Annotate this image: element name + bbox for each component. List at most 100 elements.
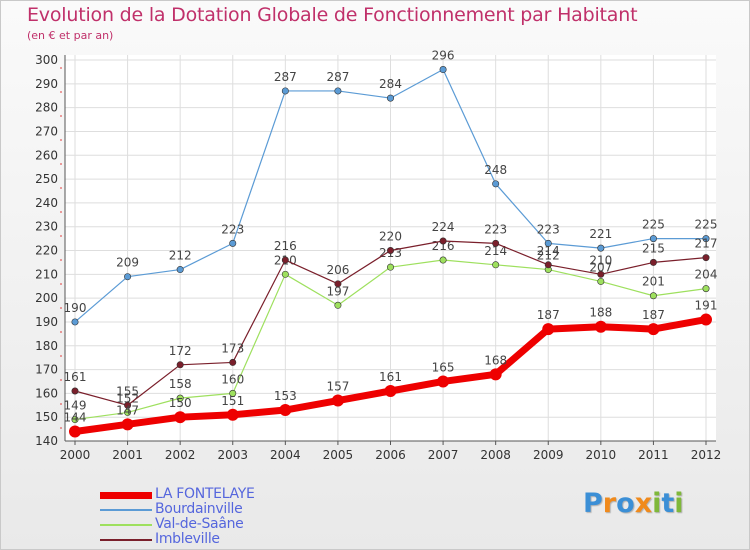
legend-swatch	[100, 524, 152, 526]
data-label: 216	[274, 239, 297, 253]
data-point	[331, 394, 344, 407]
legend-swatch	[100, 539, 152, 541]
data-point	[702, 285, 710, 293]
x-tick-label: 2000	[60, 448, 91, 462]
data-label: 149	[64, 399, 87, 413]
data-label: 225	[642, 218, 665, 232]
data-label: 158	[169, 377, 192, 391]
x-tick-label: 2001	[112, 448, 143, 462]
logo-letter: t	[661, 488, 675, 519]
data-label: 212	[537, 249, 560, 263]
data-label: 161	[64, 370, 87, 384]
data-label: 153	[274, 389, 297, 403]
x-tick-label: 2011	[638, 448, 669, 462]
x-tick-label: 2010	[586, 448, 617, 462]
data-label: 151	[221, 394, 244, 408]
legend-label: LA FONTELAYE	[155, 486, 255, 502]
data-point	[229, 358, 237, 366]
data-point	[229, 239, 237, 247]
data-point	[334, 87, 342, 95]
data-point	[121, 418, 134, 431]
chart-title: Evolution de la Dotation Globale de Fonc…	[27, 4, 638, 26]
data-point	[700, 313, 712, 326]
data-label: 161	[379, 370, 402, 384]
data-point	[281, 256, 289, 264]
y-tick-label: 150	[35, 410, 58, 424]
data-point	[386, 263, 394, 271]
data-point	[71, 416, 79, 424]
data-point	[71, 318, 79, 326]
data-point	[492, 261, 500, 269]
data-point	[597, 277, 605, 285]
y-tick-label: 170	[35, 363, 58, 377]
data-label: 207	[589, 260, 612, 274]
data-point	[489, 368, 502, 381]
data-point	[334, 280, 342, 288]
x-tick-label: 2008	[480, 448, 511, 462]
data-point	[492, 239, 500, 247]
data-label: 197	[326, 284, 349, 298]
data-label: 173	[221, 341, 244, 355]
proxiti-logo: Proxiti	[583, 488, 684, 519]
y-tick-label: 160	[35, 386, 58, 400]
legend-label: Bourdainville	[155, 501, 243, 517]
data-label: 210	[589, 253, 612, 267]
legend-label: Val-de-Saâne	[155, 516, 244, 532]
data-point	[176, 361, 184, 369]
data-label: 221	[589, 227, 612, 241]
data-label: 204	[695, 268, 718, 282]
data-point	[281, 87, 289, 95]
data-label: 155	[116, 384, 139, 398]
x-tick-label: 2002	[165, 448, 196, 462]
x-tick-label: 2009	[533, 448, 564, 462]
legend-swatch	[100, 491, 152, 499]
data-point	[492, 180, 500, 188]
logo-letter: P	[583, 488, 603, 519]
data-label: 172	[169, 344, 192, 358]
data-point	[439, 66, 447, 74]
y-tick-label: 240	[35, 196, 58, 210]
data-point	[69, 425, 81, 438]
data-point	[702, 235, 710, 243]
data-label: 206	[326, 263, 349, 277]
data-point	[649, 235, 657, 243]
data-label: 215	[642, 241, 665, 255]
data-label: 187	[642, 308, 665, 322]
y-tick-label: 290	[35, 77, 58, 91]
x-tick-label: 2012	[691, 448, 722, 462]
data-label: 188	[589, 306, 612, 320]
data-point	[437, 375, 450, 388]
data-label: 190	[64, 301, 87, 315]
y-tick-label: 220	[35, 244, 58, 258]
data-label: 248	[484, 163, 507, 177]
data-point	[279, 404, 292, 417]
x-tick-label: 2006	[375, 448, 406, 462]
y-tick-label: 210	[35, 267, 58, 281]
logo-letter: i	[652, 488, 662, 519]
data-point	[439, 256, 447, 264]
data-label: 187	[537, 308, 560, 322]
data-point	[124, 273, 132, 281]
data-label: 209	[116, 256, 139, 270]
data-point	[544, 239, 552, 247]
y-tick-label: 140	[35, 434, 58, 448]
data-point	[229, 389, 237, 397]
data-point	[124, 401, 132, 409]
data-point	[124, 408, 132, 416]
y-tick-label: 250	[35, 172, 58, 186]
data-point	[649, 292, 657, 300]
data-point	[176, 394, 184, 402]
data-label: 214	[484, 244, 507, 258]
data-label: 284	[379, 77, 402, 91]
data-point	[334, 301, 342, 309]
legend-swatch	[100, 509, 152, 511]
y-tick-label: 270	[35, 124, 58, 138]
logo-letter: r	[602, 488, 617, 519]
data-label: 150	[169, 396, 192, 410]
data-label: 168	[484, 353, 507, 367]
logo-letter: x	[634, 488, 653, 519]
data-label: 217	[695, 237, 718, 251]
data-label: 165	[432, 360, 455, 374]
data-label: 296	[432, 49, 455, 63]
